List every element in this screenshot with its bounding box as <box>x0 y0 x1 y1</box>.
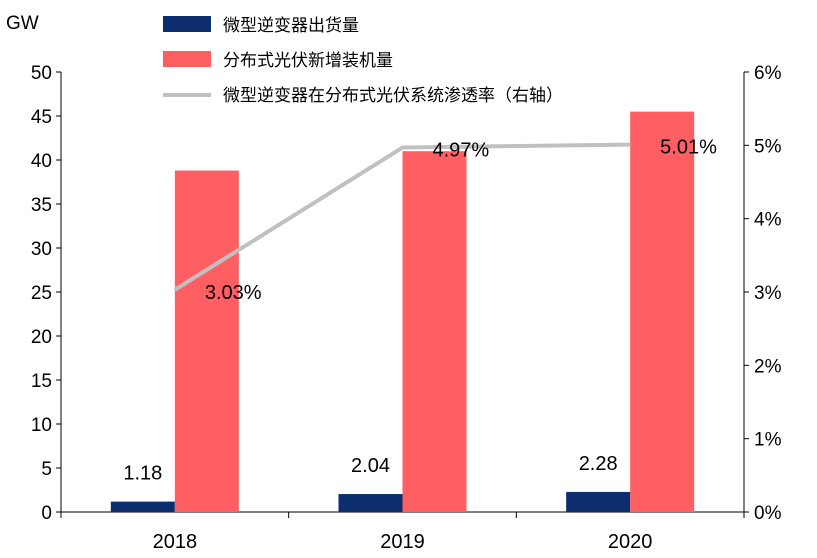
line-label-penetration: 3.03% <box>205 282 262 304</box>
bar-label-microinverter: 1.18 <box>123 463 162 485</box>
left-axis-tick-label: 45 <box>31 107 52 128</box>
bar-label-microinverter: 2.28 <box>579 453 618 475</box>
left-axis-tick-label: 5 <box>41 459 52 480</box>
left-axis-tick-label: 0 <box>41 503 52 524</box>
right-axis-tick-label: 4% <box>754 210 782 231</box>
legend-label-distributed-pv: 分布式光伏新增装机量 <box>223 51 393 71</box>
bar-label-microinverter: 2.04 <box>351 455 390 477</box>
data-labels: 1.18 2.04 2.28 3.03% 4.97% 5.01% <box>123 137 717 485</box>
legend-swatch-microinverter <box>163 16 211 32</box>
penetration-polyline <box>173 142 631 292</box>
bar-microinverter <box>110 501 175 512</box>
x-axis-tick-label: 2020 <box>608 531 653 553</box>
bar-distributed-pv <box>174 170 239 512</box>
right-axis-tick-label: 3% <box>754 283 782 304</box>
bar-microinverter <box>338 494 403 512</box>
left-axis-tick-label: 25 <box>31 283 52 304</box>
x-axis-tick-label: 2018 <box>153 531 198 553</box>
left-axis-tick-label: 20 <box>31 327 52 348</box>
left-axis-tick-label: 15 <box>31 371 52 392</box>
bar-distributed-pv <box>402 151 467 512</box>
legend-label-penetration: 微型逆变器在分布式光伏系统渗透率（右轴） <box>223 86 563 106</box>
right-axis-tick-label: 5% <box>754 136 782 157</box>
penetration-line <box>173 142 631 292</box>
legend-label-microinverter: 微型逆变器出货量 <box>223 16 359 36</box>
left-axis-unit: GW <box>6 13 39 34</box>
right-axis-tick-label: 0% <box>754 503 782 524</box>
left-axis-tick-label: 10 <box>31 415 52 436</box>
right-axis-tick-label: 2% <box>754 356 782 377</box>
left-axis-tick-label: 40 <box>31 151 52 172</box>
bar-distributed-pv <box>630 111 695 512</box>
right-axis-tick-label: 6% <box>754 63 782 84</box>
left-axis-tick-label: 35 <box>31 195 52 216</box>
x-axis-tick-label: 2019 <box>380 531 425 553</box>
right-axis-tick-label: 1% <box>754 430 782 451</box>
left-axis-tick-label: 30 <box>31 239 52 260</box>
legend: 微型逆变器出货量 分布式光伏新增装机量 微型逆变器在分布式光伏系统渗透率（右轴） <box>163 16 563 106</box>
line-label-penetration: 4.97% <box>433 140 490 162</box>
bars <box>110 111 695 512</box>
legend-swatch-distributed-pv <box>163 51 211 67</box>
line-label-penetration: 5.01% <box>660 137 717 159</box>
axes: 0 5 10 15 20 25 30 35 40 45 50 0% 1% 2% 3% 4% 5% 6% 2018 20… <box>31 63 782 553</box>
bar-microinverter <box>566 491 631 512</box>
left-axis-tick-label: 50 <box>31 63 52 84</box>
